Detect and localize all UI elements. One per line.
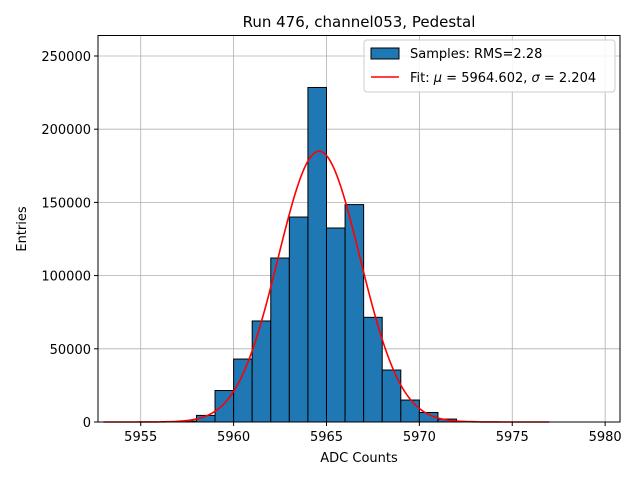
legend-samples-swatch (370, 47, 400, 60)
histogram-bar (400, 399, 420, 423)
histogram-bar (251, 320, 272, 423)
histogram-bar (325, 227, 346, 423)
x-tick-label: 5960 (217, 430, 250, 445)
legend-mu-symbol: μ (433, 71, 442, 86)
x-axis-label: ADC Counts (320, 451, 398, 466)
y-axis-label: Entries (15, 206, 30, 252)
y-tick-label: 0 (83, 416, 91, 431)
legend-samples-label: Samples: RMS=2.28 (410, 47, 542, 62)
x-tick-label: 5955 (124, 430, 157, 445)
plot-frame (97, 35, 621, 423)
y-tick-label: 200000 (41, 123, 91, 138)
histogram-bar (270, 257, 290, 423)
chart-title: Run 476, channel053, Pedestal (243, 13, 476, 31)
y-tick-label: 50000 (50, 343, 91, 358)
histogram-bar (307, 86, 327, 423)
x-axis-ticks: 5955 5960 5965 5970 5975 5980 (124, 422, 622, 445)
x-tick-label: 5980 (589, 430, 622, 445)
y-tick-label: 250000 (41, 50, 91, 65)
histogram-bar (233, 358, 253, 423)
histogram-bar (381, 369, 402, 423)
y-axis-ticks: 0 50000 100000 150000 200000 250000 (41, 50, 98, 431)
x-tick-label: 5975 (496, 430, 529, 445)
x-tick-label: 5970 (403, 430, 436, 445)
legend-sigma-symbol: σ (532, 71, 541, 86)
legend-fit-label: Fit: μ = 5964.602, σ = 2.204 (410, 71, 596, 86)
legend-box (363, 39, 616, 93)
y-tick-label: 150000 (41, 196, 91, 211)
histogram-bar (288, 216, 309, 423)
legend-sigma-value: = 2.204 (540, 71, 596, 86)
legend: Samples: RMS=2.28 Fit: μ = 5964.602, σ =… (363, 39, 616, 93)
y-tick-label: 100000 (41, 270, 91, 285)
legend-mu-value: = 5964.602, (442, 71, 531, 86)
x-tick-label: 5965 (310, 430, 343, 445)
legend-fit-prefix: Fit: (410, 71, 434, 86)
histogram-bars (177, 86, 476, 423)
